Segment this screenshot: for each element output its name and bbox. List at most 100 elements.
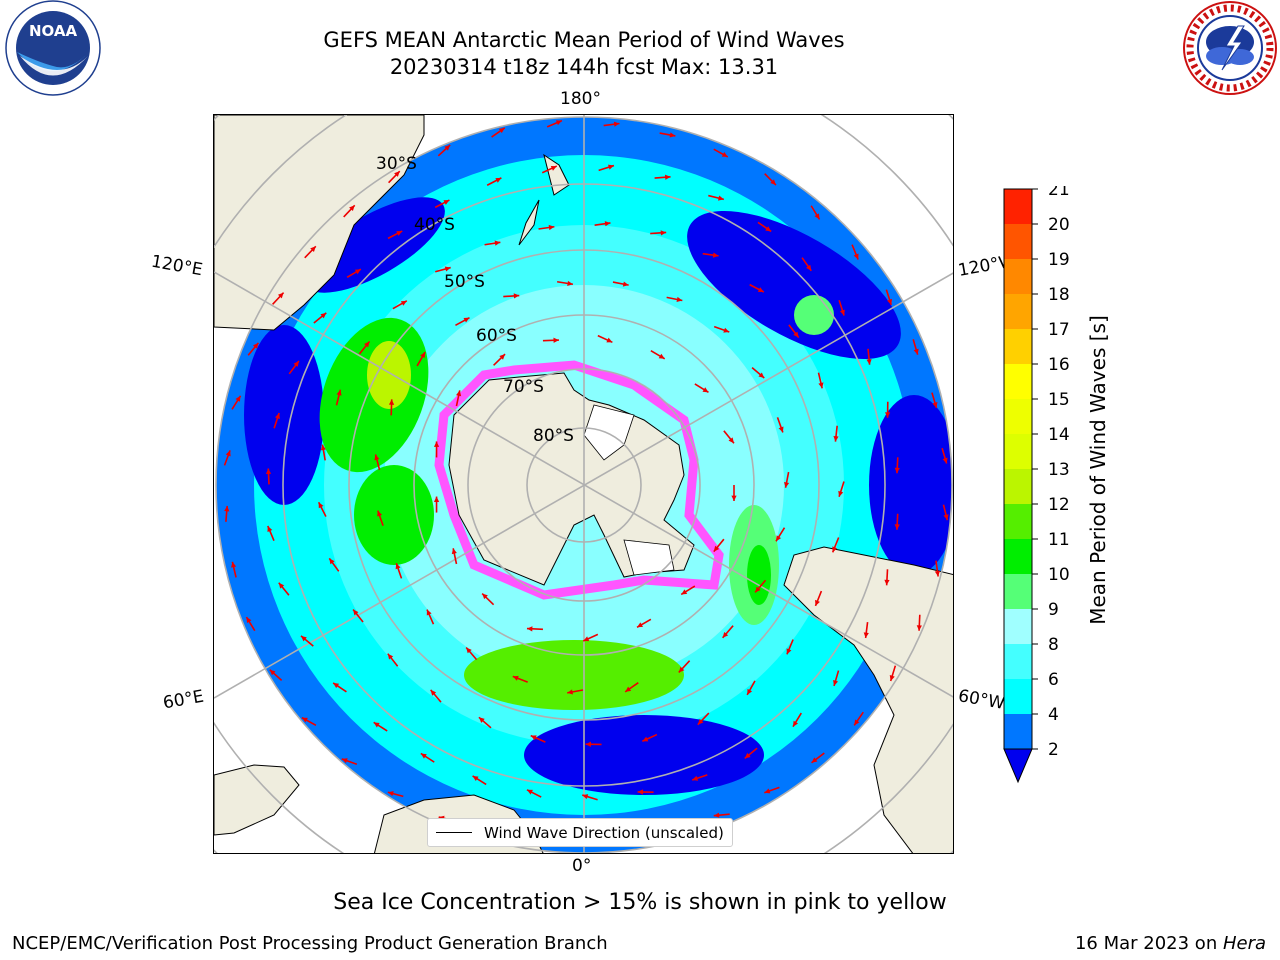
- wind-wave-arrowhead: [838, 490, 844, 497]
- wind-wave-arrowhead: [396, 231, 403, 236]
- wind-wave-arrowhead: [854, 719, 860, 726]
- wind-wave-arrowhead: [717, 195, 724, 201]
- lat-label-30s: 30°S: [376, 154, 417, 174]
- wind-wave-arrowhead: [884, 579, 890, 586]
- lon-label-60e: 60°E: [161, 686, 206, 714]
- wind-wave-arrowhead: [681, 589, 688, 595]
- wind-wave-arrowhead: [913, 348, 919, 355]
- colorbar-segment: [1004, 294, 1032, 329]
- wind-wave-arrowhead: [499, 354, 506, 360]
- wind-wave-arrowhead: [731, 495, 737, 501]
- wind-wave-arrowhead: [456, 390, 462, 397]
- wind-wave-arrowhead: [582, 794, 589, 800]
- colorbar-tick-label: 20: [1048, 215, 1070, 235]
- wind-wave-arrowhead: [388, 399, 395, 405]
- wind-wave-arrowhead: [832, 546, 838, 553]
- wind-wave-arrowhead: [934, 570, 940, 577]
- wind-wave-arrowhead: [885, 412, 891, 418]
- wind-wave-arrowhead: [697, 718, 704, 725]
- polar-map: 30°S 40°S 50°S 60°S 70°S 80°S: [214, 115, 953, 853]
- wind-wave-arrowhead: [320, 312, 327, 319]
- wind-wave-arrowhead: [567, 689, 573, 695]
- colorbar-tick-label: 18: [1048, 285, 1070, 305]
- wind-wave-arrowhead: [814, 213, 820, 220]
- wind-wave-arrowhead: [444, 145, 451, 151]
- wind-wave-arrowhead: [793, 720, 799, 727]
- wind-wave-arrowhead: [494, 240, 501, 246]
- wind-wave-arrowhead: [712, 252, 719, 258]
- footer-host: Hera: [1222, 933, 1266, 954]
- wind-wave-arrowhead: [320, 444, 326, 451]
- wind-wave-arrowhead: [943, 514, 949, 521]
- wind-wave-arrowhead: [642, 736, 649, 742]
- wind-wave-arrowhead: [660, 230, 667, 236]
- wind-wave-arrowhead: [333, 682, 340, 689]
- wind-wave-arrows: [223, 119, 949, 846]
- wind-wave-arrowhead: [395, 563, 401, 570]
- wind-wave-arrowhead: [676, 296, 683, 303]
- wind-wave-arrowhead: [433, 496, 440, 502]
- chart-subtitle-run: 20230314 t18z 144h fcst Max: 13.31: [389, 55, 779, 79]
- wind-wave-arrowhead: [512, 675, 519, 681]
- wind-wave-arrowhead: [765, 226, 772, 232]
- wind-wave-arrowhead: [301, 717, 308, 723]
- lat-label-70s: 70°S: [503, 377, 544, 397]
- wind-wave-arrowhead: [349, 205, 355, 212]
- footer-date-text: 16 Mar 2023 on: [1074, 933, 1223, 954]
- wind-wave-arrowhead: [274, 413, 280, 419]
- wind-wave-arrowhead: [637, 789, 644, 795]
- wind-wave-arrowhead: [246, 617, 252, 624]
- colorbar-segment: [1004, 434, 1032, 469]
- chart-title: GEFS MEAN Antarctic Mean Period of Wind …: [323, 28, 845, 52]
- wind-wave-arrowhead: [364, 341, 370, 348]
- wind-wave-arrowhead: [866, 359, 872, 365]
- wind-wave-arrowhead: [607, 164, 614, 170]
- wind-wave-arrowhead: [235, 395, 241, 402]
- wind-wave-arrowhead: [583, 636, 590, 642]
- colorbar-tick-label: 11: [1048, 530, 1070, 550]
- wind-wave-arrowhead: [394, 171, 400, 177]
- wind-wave-arrowhead: [530, 735, 537, 741]
- wind-wave-arrowhead: [721, 152, 728, 157]
- colorbar-segment: [1004, 364, 1032, 399]
- lon-label-120e: 120°E: [149, 251, 205, 281]
- wind-wave-arrowhead: [336, 389, 342, 396]
- wind-wave-arrowhead: [818, 382, 824, 389]
- wind-wave-arrowhead: [555, 120, 562, 126]
- wind-wave-arrowhead: [400, 300, 407, 306]
- wind-wave-arrowhead: [269, 669, 276, 676]
- colorbar-tick-label: 19: [1048, 250, 1070, 270]
- colorbar-tick-label: 17: [1048, 320, 1070, 340]
- colorbar-extend-triangle: [1003, 748, 1033, 784]
- wind-wave-arrowhead: [426, 609, 432, 616]
- wind-wave-arrowhead: [713, 812, 720, 818]
- graticule: [214, 115, 953, 853]
- wind-wave-arrowhead: [443, 200, 450, 205]
- colorbar-segment: [1004, 504, 1032, 539]
- wind-wave-arrowhead: [451, 548, 457, 555]
- wind-wave-arrowhead: [310, 246, 316, 252]
- wind-wave-arrowhead: [604, 221, 611, 227]
- wind-wave-arrowhead: [277, 292, 284, 299]
- wind-wave-arrowhead: [318, 502, 324, 509]
- wind-wave-arrowhead: [567, 280, 573, 286]
- wind-wave-arrowhead: [932, 402, 938, 408]
- wind-wave-arrowhead: [606, 337, 613, 343]
- wind-wave-arrowhead: [894, 467, 900, 474]
- colorbar-tick-label: 16: [1048, 355, 1070, 375]
- wind-wave-arrowhead: [728, 437, 734, 444]
- wind-wave-arrowhead: [853, 253, 859, 260]
- wind-wave-arrowhead: [478, 717, 485, 723]
- wind-wave-arrowhead: [463, 317, 470, 323]
- colorbar: 2 4 6 8 9 10 11 12 13 14 15 16 17 18 19 20 21: [1003, 186, 1070, 784]
- wind-wave-arrowhead: [341, 758, 348, 764]
- colorbar-tick-label: 10: [1048, 565, 1070, 585]
- wind-wave-arrowhead: [373, 722, 380, 728]
- wind-wave-arrowhead: [231, 561, 237, 568]
- wind-wave-arrowhead: [776, 535, 782, 542]
- wind-wave-arrowhead: [225, 450, 231, 457]
- wind-wave-arrowhead: [353, 609, 359, 616]
- lat-label-50s: 50°S: [444, 272, 485, 292]
- wind-wave-arrowhead: [278, 582, 285, 589]
- wind-wave-arrowhead: [482, 593, 488, 600]
